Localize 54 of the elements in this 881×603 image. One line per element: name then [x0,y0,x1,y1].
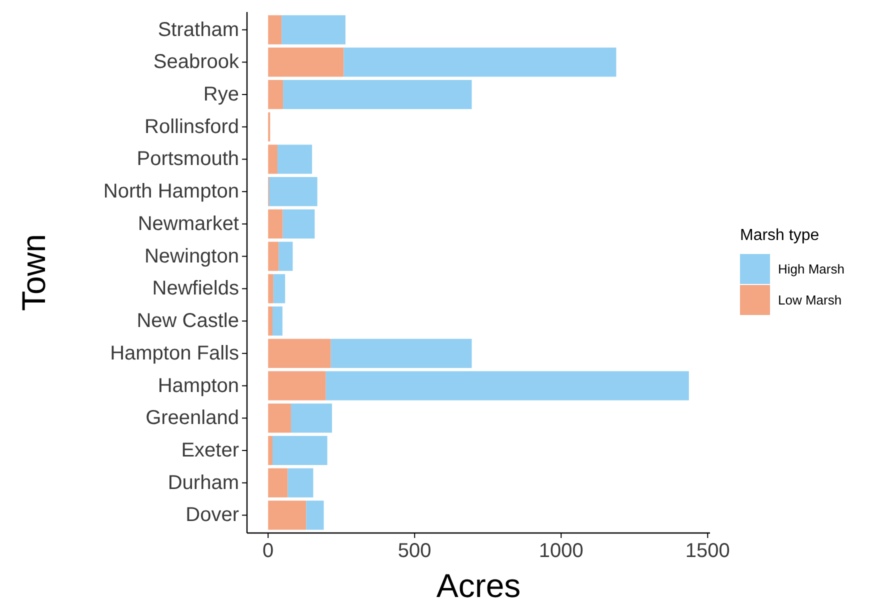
bar [268,274,274,304]
x-axis-title: Acres [436,567,521,603]
bar [283,80,472,110]
bar [268,468,288,498]
y-axis-title: Town [15,234,52,312]
bar [277,144,312,174]
bar [268,144,278,174]
bar [268,80,284,110]
y-tick-label: Portsmouth [136,148,239,170]
bar [268,306,272,336]
x-tick-label: 0 [262,540,274,562]
x-tick-label: 500 [398,540,432,562]
bar [268,242,279,271]
y-tick-label: Stratham [158,18,239,41]
y-tick-label: Dover [186,504,240,526]
bar [272,306,282,336]
bar [288,468,314,498]
y-tick-label: North Hampton [103,180,239,203]
bar [278,242,293,271]
bar [282,15,346,44]
y-tick-label: Seabrook [153,51,240,74]
bar [282,209,315,239]
bar [268,436,272,466]
bar [290,404,332,433]
y-tick-label: Exeter [181,439,240,462]
bar [268,500,306,530]
bar [326,371,689,400]
bar [268,15,282,44]
legend-label: High Marsh [778,262,844,276]
bar [344,48,616,77]
legend-label: Low Marsh [778,292,842,308]
bar [306,500,324,530]
y-tick-label: New Castle [136,310,239,332]
y-tick-label: Durham [168,472,239,494]
bar [268,404,291,433]
y-tick-label: Rye [203,84,239,106]
bar [272,436,328,466]
bar [268,371,326,400]
bar [268,48,344,77]
legend-title: Marsh type [740,227,820,244]
bar [330,338,472,368]
x-tick-label: 1000 [538,540,584,562]
bar [268,209,283,239]
y-tick-label: Hampton [158,374,239,397]
bar [268,177,318,206]
y-tick-label: Greenland [146,407,239,430]
bar [268,338,331,368]
y-tick-label: Hampton Falls [110,342,239,364]
y-tick-label: Newmarket [138,212,240,235]
x-tick-label: 1500 [685,540,730,562]
y-tick-label: Newington [144,245,239,268]
bar [273,274,286,304]
y-tick-label: Newfields [152,278,239,300]
y-tick-label: Rollinsford [144,116,239,138]
